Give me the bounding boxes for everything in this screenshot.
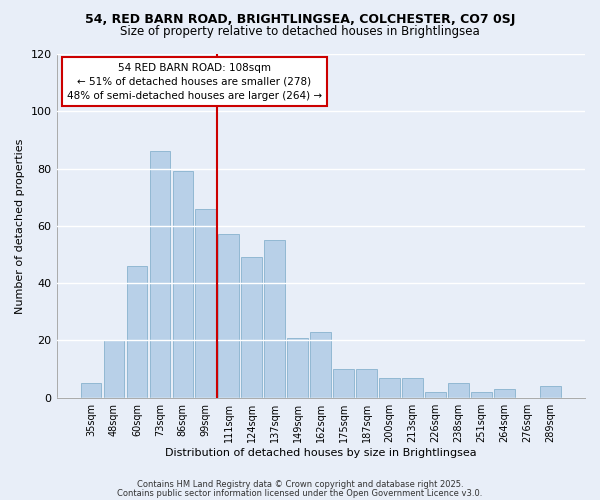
Text: Contains public sector information licensed under the Open Government Licence v3: Contains public sector information licen… [118,488,482,498]
Text: 54, RED BARN ROAD, BRIGHTLINGSEA, COLCHESTER, CO7 0SJ: 54, RED BARN ROAD, BRIGHTLINGSEA, COLCHE… [85,12,515,26]
Bar [196,208,216,398]
Bar [356,369,377,398]
Bar [403,378,423,398]
Y-axis label: Number of detached properties: Number of detached properties [15,138,25,314]
Text: 54 RED BARN ROAD: 108sqm
← 51% of detached houses are smaller (278)
48% of semi-: 54 RED BARN ROAD: 108sqm ← 51% of detach… [67,62,322,100]
Bar [334,369,354,398]
Bar [540,386,561,398]
Text: Contains HM Land Registry data © Crown copyright and database right 2025.: Contains HM Land Registry data © Crown c… [137,480,463,489]
Bar [379,378,400,398]
Bar [265,240,285,398]
Bar [218,234,239,398]
X-axis label: Distribution of detached houses by size in Brightlingsea: Distribution of detached houses by size … [165,448,476,458]
Bar [173,172,193,398]
Bar [425,392,446,398]
Bar [494,389,515,398]
Bar [472,392,492,398]
Bar [310,332,331,398]
Bar [241,258,262,398]
Bar [104,340,124,398]
Text: Size of property relative to detached houses in Brightlingsea: Size of property relative to detached ho… [120,25,480,38]
Bar [448,384,469,398]
Bar [149,152,170,398]
Bar [127,266,147,398]
Bar [287,338,308,398]
Bar [80,384,101,398]
